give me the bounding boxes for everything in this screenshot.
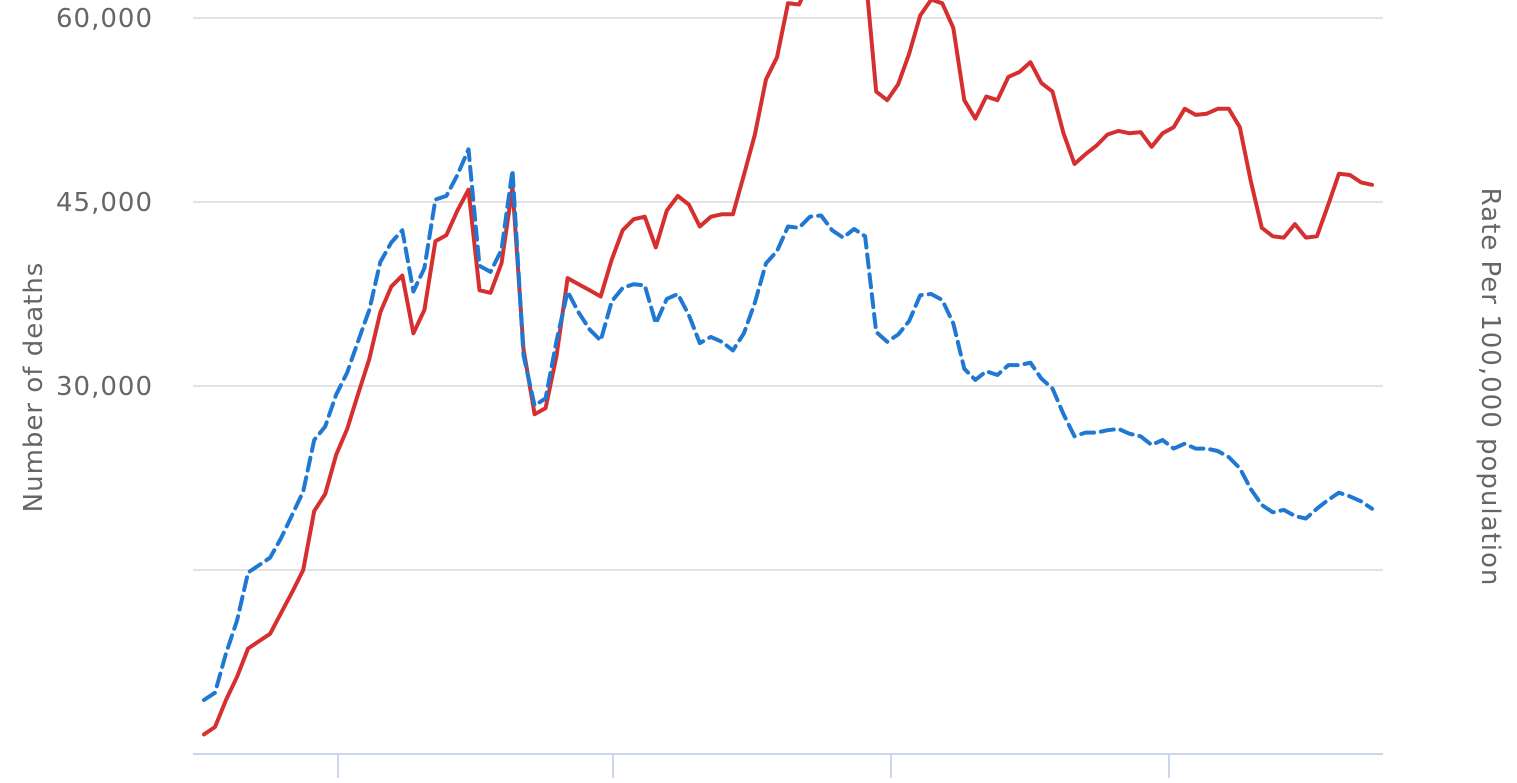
series-lines <box>202 0 1374 737</box>
y-gridlines <box>193 17 1383 571</box>
y-tick-label: 45,000 <box>56 188 153 218</box>
y-tick-label: 60,000 <box>56 4 153 34</box>
series-line-2 <box>202 147 1374 702</box>
y-axis-labels: 30,000 45,000 60,000 <box>56 4 153 402</box>
y-axis-left-title: Number of deaths <box>19 262 49 513</box>
x-axis <box>193 753 1383 778</box>
y-tick-label: 30,000 <box>56 372 153 402</box>
series-line-1 <box>202 0 1374 737</box>
y-axis-right-title: Rate Per 100,000 population <box>1475 188 1505 587</box>
